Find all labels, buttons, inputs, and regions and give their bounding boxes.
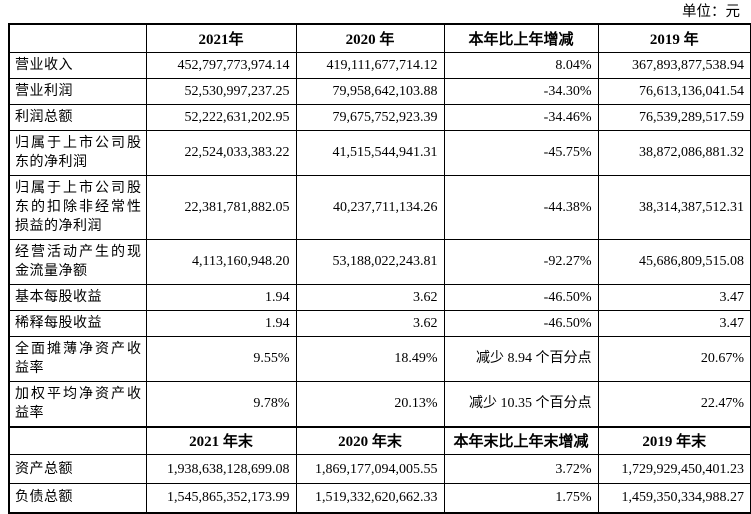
value-2020: 1,519,332,620,662.33 <box>295 483 445 513</box>
row-label: 基本每股收益 <box>8 283 147 311</box>
value-2019: 3.47 <box>597 283 751 311</box>
value-2019: 367,893,877,538.94 <box>597 51 751 79</box>
value-2021: 1,938,638,128,699.08 <box>145 454 297 484</box>
value-change: 减少 10.35 个百分点 <box>443 380 599 427</box>
row-total-assets: 资产总额 1,938,638,128,699.08 1,869,177,094,… <box>8 454 751 484</box>
row-total-profit: 利润总额 52,222,631,202.95 79,675,752,923.39… <box>8 103 751 131</box>
value-change: -44.38% <box>443 174 599 240</box>
value-2019: 76,613,136,041.54 <box>597 77 751 105</box>
year-end-header-row: 2021 年末 2020 年末 本年末比上年末增减 2019 年末 <box>8 426 751 455</box>
row-operating-cash-flow: 经营活动产生的现金流量净额 4,113,160,948.20 53,188,02… <box>8 238 751 285</box>
column-header-year-end-change: 本年末比上年末增减 <box>443 426 599 455</box>
value-2021: 52,530,997,237.25 <box>145 77 297 105</box>
value-2021: 1.94 <box>145 309 297 337</box>
value-2020: 40,237,711,134.26 <box>295 174 445 240</box>
row-operating-profit: 营业利润 52,530,997,237.25 79,958,642,103.88… <box>8 77 751 105</box>
value-2021: 1,545,865,352,173.99 <box>145 483 297 513</box>
row-label: 归属于上市公司股东的净利润 <box>8 129 147 176</box>
value-2019: 1,729,929,450,401.23 <box>597 454 751 484</box>
row-net-profit-attributable: 归属于上市公司股东的净利润 22,524,033,383.22 41,515,5… <box>8 129 751 176</box>
value-2021: 22,524,033,383.22 <box>145 129 297 176</box>
column-header-2020-year-end: 2020 年末 <box>295 426 445 455</box>
row-label: 稀释每股收益 <box>8 309 147 337</box>
value-2019: 22.47% <box>597 380 751 427</box>
row-diluted-eps: 稀释每股收益 1.94 3.62 -46.50% 3.47 <box>8 309 751 337</box>
row-label: 营业利润 <box>8 77 147 105</box>
column-header-blank <box>8 426 147 455</box>
column-header-blank <box>8 23 147 53</box>
column-header-2021-year-end: 2021 年末 <box>145 426 297 455</box>
value-change: -92.27% <box>443 238 599 285</box>
row-label: 加权平均净资产收益率 <box>8 380 147 427</box>
value-2020: 18.49% <box>295 335 445 382</box>
value-2019: 76,539,289,517.59 <box>597 103 751 131</box>
value-2021: 4,113,160,948.20 <box>145 238 297 285</box>
value-change: -34.46% <box>443 103 599 131</box>
value-change: 1.75% <box>443 483 599 513</box>
row-label: 利润总额 <box>8 103 147 131</box>
row-weighted-average-roe: 加权平均净资产收益率 9.78% 20.13% 减少 10.35 个百分点 22… <box>8 380 751 427</box>
column-header-change: 本年比上年增减 <box>443 23 599 53</box>
value-2021: 52,222,631,202.95 <box>145 103 297 131</box>
column-header-2019: 2019 年 <box>597 23 751 53</box>
column-header-2021: 2021年 <box>145 23 297 53</box>
annual-header-row: 2021年 2020 年 本年比上年增减 2019 年 <box>8 23 751 53</box>
value-change: -34.30% <box>443 77 599 105</box>
value-2020: 53,188,022,243.81 <box>295 238 445 285</box>
value-2021: 452,797,773,974.14 <box>145 51 297 79</box>
row-basic-eps: 基本每股收益 1.94 3.62 -46.50% 3.47 <box>8 283 751 311</box>
value-change: 3.72% <box>443 454 599 484</box>
value-2019: 20.67% <box>597 335 751 382</box>
value-2020: 79,958,642,103.88 <box>295 77 445 105</box>
value-2021: 9.78% <box>145 380 297 427</box>
value-change: -46.50% <box>443 309 599 337</box>
row-label: 归属于上市公司股东的扣除非经常性损益的净利润 <box>8 174 147 240</box>
row-label: 负债总额 <box>8 483 147 513</box>
value-2020: 3.62 <box>295 283 445 311</box>
value-2020: 20.13% <box>295 380 445 427</box>
value-change: 减少 8.94 个百分点 <box>443 335 599 382</box>
value-2020: 419,111,677,714.12 <box>295 51 445 79</box>
value-2020: 41,515,544,941.31 <box>295 129 445 176</box>
row-total-liabilities: 负债总额 1,545,865,352,173.99 1,519,332,620,… <box>8 483 751 513</box>
value-change: -46.50% <box>443 283 599 311</box>
value-2019: 3.47 <box>597 309 751 337</box>
value-change: -45.75% <box>443 129 599 176</box>
row-label: 营业收入 <box>8 51 147 79</box>
value-2019: 38,314,387,512.31 <box>597 174 751 240</box>
value-change: 8.04% <box>443 51 599 79</box>
column-header-2019-year-end: 2019 年末 <box>597 426 751 455</box>
row-fully-diluted-roe: 全面摊薄净资产收益率 9.55% 18.49% 减少 8.94 个百分点 20.… <box>8 335 751 382</box>
value-2020: 79,675,752,923.39 <box>295 103 445 131</box>
value-2021: 9.55% <box>145 335 297 382</box>
row-label: 资产总额 <box>8 454 147 484</box>
value-2020: 3.62 <box>295 309 445 337</box>
unit-label: 单位：元 <box>682 4 740 20</box>
value-2021: 1.94 <box>145 283 297 311</box>
financial-indicators-table: 2021年 2020 年 本年比上年增减 2019 年 营业收入 452,797… <box>8 23 751 514</box>
column-header-2020: 2020 年 <box>295 23 445 53</box>
row-label: 经营活动产生的现金流量净额 <box>8 238 147 285</box>
row-net-profit-deducting-non-recurring: 归属于上市公司股东的扣除非经常性损益的净利润 22,381,781,882.05… <box>8 174 751 240</box>
row-operating-revenue: 营业收入 452,797,773,974.14 419,111,677,714.… <box>8 51 751 79</box>
value-2020: 1,869,177,094,005.55 <box>295 454 445 484</box>
value-2021: 22,381,781,882.05 <box>145 174 297 240</box>
value-2019: 1,459,350,334,988.27 <box>597 483 751 513</box>
value-2019: 38,872,086,881.32 <box>597 129 751 176</box>
value-2019: 45,686,809,515.08 <box>597 238 751 285</box>
row-label: 全面摊薄净资产收益率 <box>8 335 147 382</box>
